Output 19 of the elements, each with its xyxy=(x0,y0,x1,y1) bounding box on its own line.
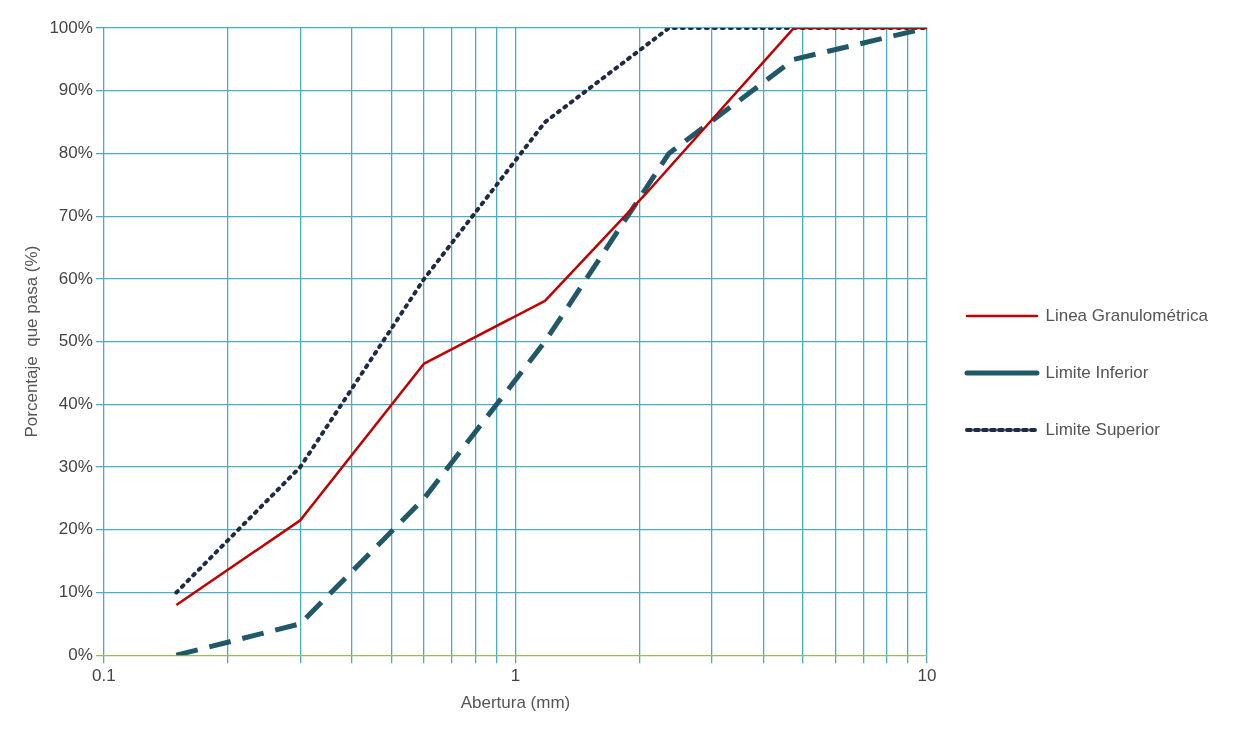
y-axis-title: Porcentaje que pasa (%) xyxy=(21,245,41,438)
x-tick-label: 1 xyxy=(510,666,521,686)
y-tick-label: 50% xyxy=(58,331,93,351)
x-tick-label: 10 xyxy=(917,666,937,686)
y-tick-label: 90% xyxy=(58,80,93,100)
y-tick-label: 20% xyxy=(58,519,93,539)
y-tick-label: 70% xyxy=(58,205,93,225)
y-tick-label: 30% xyxy=(58,456,93,476)
x-tick-label: 0.1 xyxy=(92,666,116,686)
y-tick-label: 40% xyxy=(58,394,93,414)
y-tick-label: 80% xyxy=(58,143,93,163)
legend-label: Linea Granulométrica xyxy=(1045,305,1209,325)
legend-label: Limite Inferior xyxy=(1045,362,1149,382)
legend-label: Limite Superior xyxy=(1045,419,1161,439)
x-axis-title: Abertura (mm) xyxy=(460,693,571,713)
y-tick-label: 10% xyxy=(58,582,93,602)
y-tick-label: 0% xyxy=(68,644,93,664)
y-tick-label: 60% xyxy=(58,268,93,288)
y-tick-label: 100% xyxy=(49,17,93,37)
